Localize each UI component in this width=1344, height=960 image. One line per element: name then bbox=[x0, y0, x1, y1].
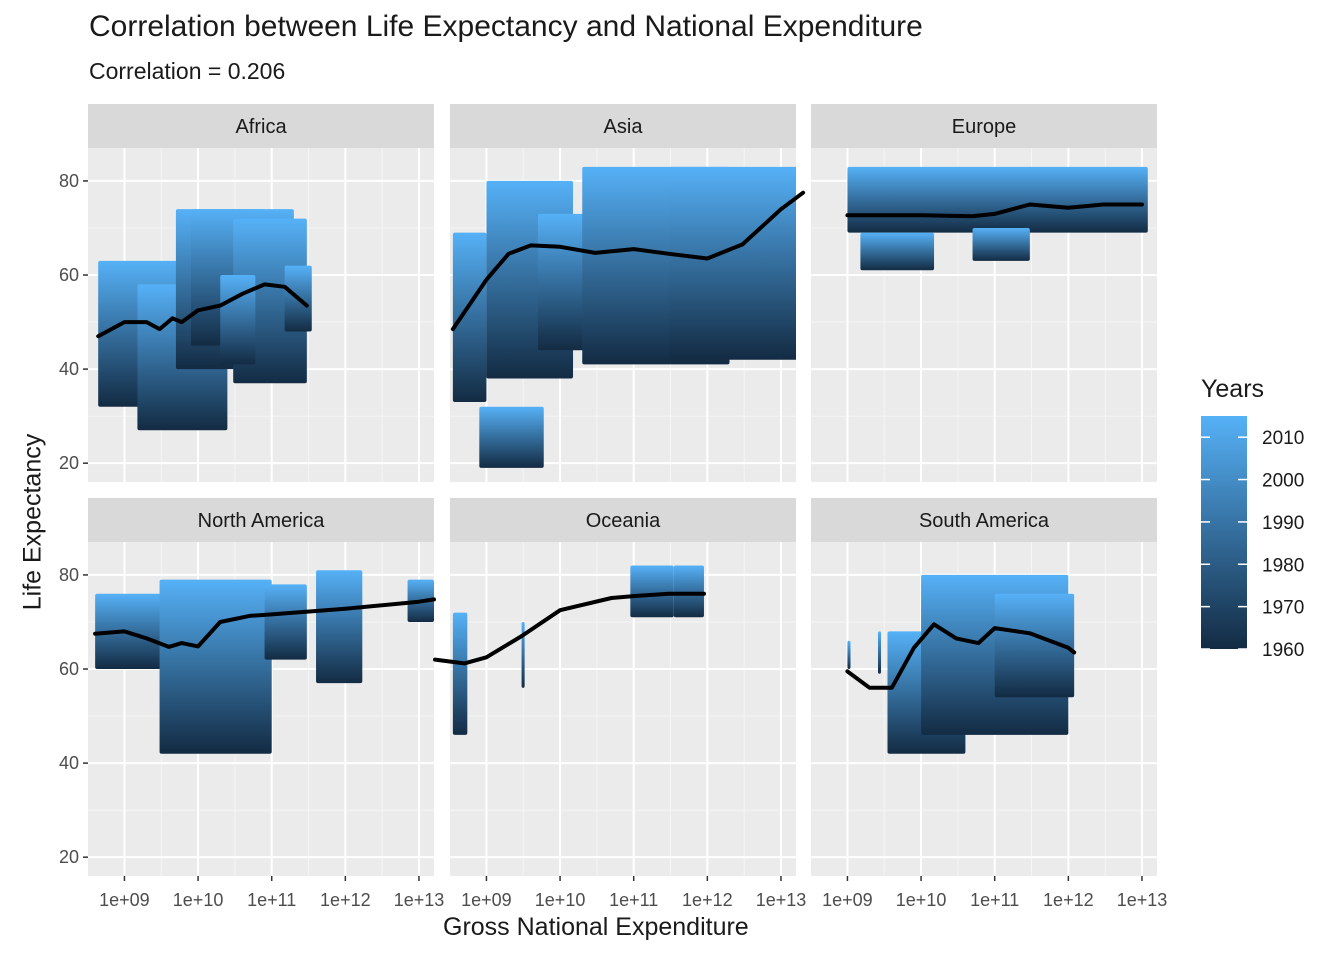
point-cluster bbox=[630, 565, 674, 618]
y-tick-label: 40 bbox=[59, 359, 79, 379]
point-cluster bbox=[860, 232, 935, 271]
strip-label-asia: Asia bbox=[604, 116, 644, 138]
points-south-america bbox=[847, 574, 1075, 754]
panel-asia: Asia bbox=[450, 104, 806, 482]
x-axis-label: Gross National Expenditure bbox=[443, 913, 749, 941]
y-tick-label: 80 bbox=[59, 171, 79, 191]
x-tick-label: 1e+10 bbox=[535, 890, 586, 910]
x-tick-label: 1e+13 bbox=[394, 890, 445, 910]
panel-south-america: South America 1e+09 1e+10 1e+11 1e+12 1e+13 bbox=[811, 498, 1167, 910]
point-cluster bbox=[668, 166, 796, 360]
x-tick-label: 1e+09 bbox=[99, 890, 150, 910]
x-tick-label: 1e+11 bbox=[970, 890, 1019, 910]
strip-label-north-america: North America bbox=[198, 510, 326, 532]
strip-africa bbox=[88, 104, 434, 148]
chart-subtitle: Correlation = 0.206 bbox=[89, 58, 286, 84]
points-africa bbox=[98, 209, 312, 431]
smooth-line-north-america bbox=[93, 597, 436, 649]
point-cluster bbox=[673, 565, 704, 618]
point-cluster bbox=[847, 166, 1148, 233]
point-cluster bbox=[521, 621, 525, 688]
point-cluster bbox=[220, 275, 256, 365]
strip-label-south-america: South America bbox=[919, 510, 1050, 532]
y-tick-label: 20 bbox=[59, 453, 79, 473]
strip-label-oceania: Oceania bbox=[586, 510, 661, 532]
legend-colorbar bbox=[1201, 416, 1247, 649]
smooth-line-europe bbox=[845, 202, 1144, 219]
smooth-line-africa bbox=[96, 282, 309, 339]
strip-europe bbox=[811, 104, 1157, 148]
x-tick-label: 1e+13 bbox=[756, 890, 807, 910]
chart-title: Correlation between Life Expectancy and … bbox=[89, 10, 923, 43]
point-cluster bbox=[452, 612, 468, 735]
point-cluster bbox=[877, 631, 881, 674]
point-cluster bbox=[452, 232, 487, 403]
point-cluster bbox=[479, 406, 544, 468]
x-tick-label: 1e+12 bbox=[682, 890, 733, 910]
y-tick-label: 80 bbox=[59, 565, 79, 585]
points-north-america bbox=[95, 570, 434, 754]
x-tick-label: 1e+10 bbox=[896, 890, 947, 910]
y-tick-label: 60 bbox=[59, 659, 79, 679]
strip-asia bbox=[450, 104, 796, 148]
points-oceania bbox=[435, 565, 704, 735]
legend-label: 1990 bbox=[1262, 513, 1304, 534]
x-tick-label: 1e+12 bbox=[1043, 890, 1094, 910]
strip-label-europe: Europe bbox=[952, 116, 1017, 138]
x-tick-label: 1e+11 bbox=[247, 890, 296, 910]
point-cluster bbox=[994, 593, 1075, 698]
strip-south-america bbox=[811, 498, 1157, 542]
x-tick-label: 1e+10 bbox=[173, 890, 224, 910]
panel-europe: Europe bbox=[811, 104, 1157, 482]
smooth-line-south-america bbox=[845, 622, 1077, 690]
panel-north-america: North America 20 40 60 80 1e+09 1e+10 1e+11 1e+1… bbox=[59, 498, 444, 910]
x-tick-label: 1e+09 bbox=[822, 890, 873, 910]
strip-label-africa: Africa bbox=[235, 116, 287, 138]
legend-label: 2000 bbox=[1262, 471, 1304, 492]
points-asia bbox=[452, 166, 796, 468]
x-tick-label: 1e+13 bbox=[1117, 890, 1168, 910]
x-tick-label: 1e+11 bbox=[609, 890, 658, 910]
legend: 1960 1970 1980 1990 2000 2010 bbox=[1201, 416, 1304, 661]
point-cluster bbox=[972, 227, 1030, 261]
point-cluster bbox=[264, 584, 307, 660]
legend-label: 1970 bbox=[1262, 598, 1304, 619]
legend-label: 1980 bbox=[1262, 555, 1304, 576]
legend-label: 2010 bbox=[1262, 428, 1304, 449]
y-tick-label: 40 bbox=[59, 753, 79, 773]
y-tick-label: 60 bbox=[59, 265, 79, 285]
point-cluster bbox=[159, 579, 272, 754]
point-cluster bbox=[847, 640, 851, 670]
legend-title: Years bbox=[1201, 375, 1265, 403]
smooth-line-oceania bbox=[433, 591, 706, 666]
point-cluster bbox=[316, 570, 363, 684]
legend-label: 1960 bbox=[1262, 640, 1304, 661]
strip-oceania bbox=[450, 498, 796, 542]
x-tick-label: 1e+09 bbox=[461, 890, 512, 910]
x-tick-label: 1e+12 bbox=[320, 890, 371, 910]
strip-north-america bbox=[88, 498, 434, 542]
point-cluster bbox=[435, 636, 438, 721]
y-tick-label: 20 bbox=[59, 847, 79, 867]
smooth-line-asia bbox=[450, 190, 806, 332]
panel-africa: Africa 20 40 60 80 bbox=[59, 104, 434, 482]
panel-oceania: Oceania 1e+09 1e+10 1e+11 1e+12 1e+13 bbox=[433, 498, 807, 910]
